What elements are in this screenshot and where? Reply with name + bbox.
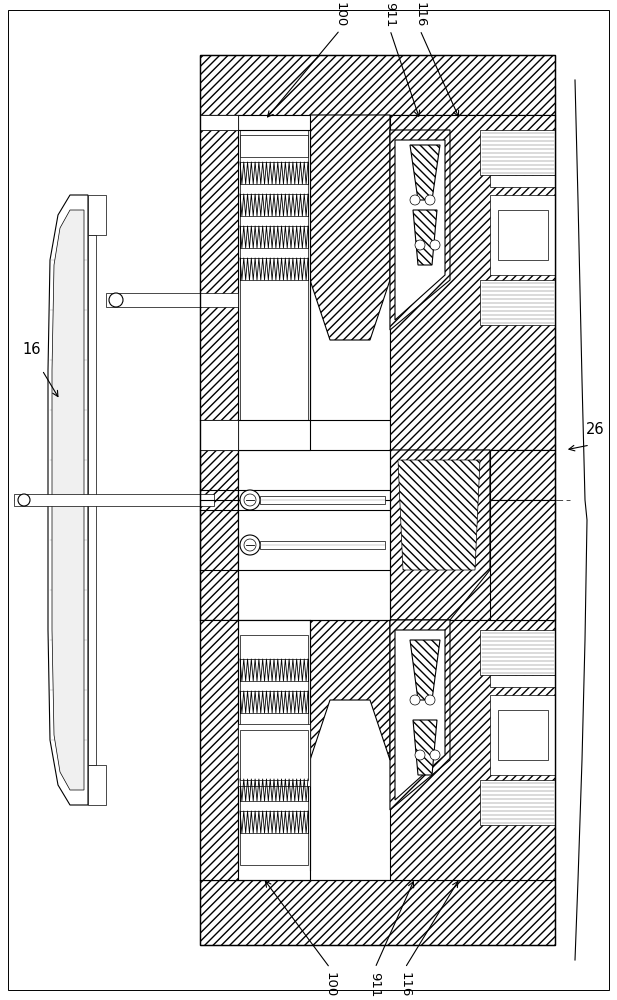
Text: 911: 911	[384, 2, 397, 28]
Bar	[200, 115, 238, 130]
Bar	[240, 659, 308, 681]
Circle shape	[425, 195, 435, 205]
Bar	[498, 710, 548, 760]
Polygon shape	[200, 450, 238, 620]
Bar	[88, 235, 96, 765]
Polygon shape	[390, 620, 555, 880]
Bar	[260, 496, 385, 504]
Bar	[240, 162, 308, 184]
Bar	[240, 779, 308, 801]
Polygon shape	[390, 620, 450, 810]
Polygon shape	[410, 145, 440, 200]
Polygon shape	[310, 620, 390, 760]
Polygon shape	[395, 140, 445, 320]
Text: 116: 116	[413, 2, 426, 28]
Bar	[238, 115, 310, 450]
Circle shape	[244, 539, 256, 551]
Polygon shape	[413, 720, 437, 775]
Polygon shape	[200, 115, 238, 450]
Bar	[480, 780, 555, 825]
Bar	[490, 175, 555, 187]
Polygon shape	[490, 450, 555, 500]
Bar	[238, 724, 310, 786]
Bar	[240, 730, 308, 780]
Bar	[238, 115, 310, 450]
Polygon shape	[200, 620, 238, 880]
Text: 26: 26	[586, 422, 604, 438]
Bar	[480, 280, 555, 325]
Polygon shape	[390, 450, 490, 620]
Circle shape	[410, 195, 420, 205]
Polygon shape	[398, 460, 480, 570]
Bar	[490, 675, 555, 687]
Bar	[490, 695, 555, 775]
Circle shape	[109, 293, 123, 307]
Bar	[390, 115, 555, 450]
Bar	[240, 258, 308, 280]
Bar	[240, 691, 308, 713]
Polygon shape	[48, 195, 88, 805]
Polygon shape	[200, 55, 555, 115]
Polygon shape	[310, 115, 390, 340]
Polygon shape	[490, 500, 555, 620]
Circle shape	[425, 695, 435, 705]
Bar	[498, 210, 548, 260]
Bar	[88, 765, 106, 805]
Text: 100: 100	[323, 972, 336, 998]
Polygon shape	[390, 115, 555, 450]
Bar	[240, 635, 308, 865]
Bar	[480, 630, 555, 675]
Polygon shape	[52, 210, 84, 790]
Circle shape	[18, 494, 30, 506]
Bar	[200, 420, 238, 450]
Text: 911: 911	[368, 972, 381, 998]
Circle shape	[240, 535, 260, 555]
Circle shape	[430, 750, 440, 760]
Bar	[260, 541, 385, 549]
Text: 100: 100	[334, 2, 347, 28]
Circle shape	[415, 240, 425, 250]
Circle shape	[410, 695, 420, 705]
Bar	[480, 130, 555, 175]
Circle shape	[244, 494, 256, 506]
Bar	[240, 135, 308, 157]
Bar	[200, 620, 238, 880]
Circle shape	[430, 240, 440, 250]
Circle shape	[240, 490, 260, 510]
Polygon shape	[395, 630, 445, 800]
Polygon shape	[410, 640, 440, 700]
Bar	[240, 811, 308, 833]
Bar	[14, 494, 214, 506]
Bar	[200, 130, 238, 420]
Bar	[240, 194, 308, 216]
Bar	[238, 620, 310, 880]
Text: 116: 116	[399, 972, 412, 998]
Bar	[238, 450, 390, 620]
Circle shape	[415, 750, 425, 760]
Bar	[240, 130, 308, 420]
Bar	[200, 55, 555, 945]
Bar	[240, 226, 308, 248]
Polygon shape	[390, 130, 450, 330]
Text: 16: 16	[23, 342, 41, 358]
Bar	[88, 195, 106, 235]
Polygon shape	[413, 210, 437, 265]
Polygon shape	[200, 880, 555, 945]
Bar	[490, 195, 555, 275]
Polygon shape	[390, 450, 555, 620]
Bar	[106, 293, 238, 307]
